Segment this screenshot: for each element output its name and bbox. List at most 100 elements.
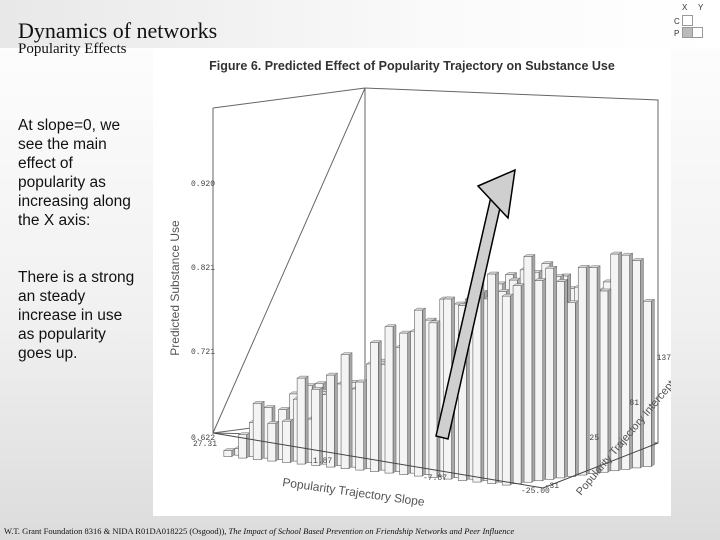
x-tick-label: -25.00 — [521, 487, 550, 496]
bar-top — [577, 265, 590, 268]
bar-top — [599, 288, 612, 292]
bar-top — [486, 271, 500, 275]
bar — [223, 450, 233, 457]
bar-top — [541, 261, 554, 264]
bar — [311, 389, 321, 466]
bar-top — [278, 407, 291, 410]
bar — [512, 285, 522, 484]
bar — [340, 354, 350, 469]
bar-side — [319, 386, 323, 466]
bar-side — [640, 258, 644, 469]
bar — [399, 332, 408, 475]
bar-side — [246, 432, 250, 459]
bar-side — [510, 293, 514, 486]
bar-top — [413, 307, 426, 311]
slide-nav-widget: X Y C P — [674, 3, 714, 39]
bar-top — [314, 381, 327, 384]
bar — [384, 326, 394, 474]
bar — [577, 267, 587, 476]
bar-top — [544, 266, 558, 269]
bar — [501, 295, 511, 486]
floor-front-edge — [212, 432, 544, 489]
bar-top — [398, 330, 412, 334]
footer-citation-plain: W.T. Grant Foundation 8316 & NIDA R01DA0… — [4, 526, 229, 536]
figure-panel: Figure 6. Predicted Effect of Popularity… — [153, 48, 677, 516]
bar-top — [610, 251, 623, 255]
z-tick-label: 0.821 — [191, 264, 215, 273]
chart-bars — [223, 251, 656, 486]
nav-box-bottom-right[interactable] — [692, 27, 703, 38]
bar-top — [504, 272, 518, 275]
page-subtitle: Popularity Effects — [18, 41, 127, 57]
bar-side — [304, 375, 309, 465]
bar-top — [355, 379, 368, 383]
footer-citation-italic: The Impact of School Based Prevention on… — [228, 526, 515, 536]
bar-top — [534, 278, 547, 281]
bar-top — [523, 254, 536, 257]
nav-box-top[interactable] — [682, 15, 693, 26]
bar-top — [642, 299, 656, 302]
z-tick-label: 0.721 — [191, 348, 215, 357]
bar-top — [588, 265, 601, 268]
bar — [414, 309, 423, 477]
x-tick-label: -7.87 — [423, 474, 447, 483]
bar-side — [495, 271, 499, 484]
bar — [370, 342, 379, 472]
bar-top — [566, 300, 580, 303]
bar-top — [252, 401, 265, 404]
nav-y-label: Y — [698, 3, 704, 12]
bar-side — [564, 279, 568, 479]
bar-side — [520, 283, 525, 485]
nav-c-label: C — [674, 17, 680, 26]
bar-side — [392, 324, 397, 474]
bar-side — [378, 340, 382, 472]
page-title: Dynamics of networks — [18, 18, 218, 43]
bar-top — [369, 340, 383, 343]
bar — [534, 280, 544, 482]
bar — [252, 403, 262, 460]
x-tick-label: 27.31 — [193, 440, 217, 449]
nav-x-label: X — [682, 3, 688, 12]
floor-right-edge — [542, 442, 659, 489]
z-axis-label: Predicted Substance Use — [168, 220, 182, 356]
header-bar — [0, 0, 720, 48]
bar-side — [542, 278, 546, 482]
bar-side — [407, 330, 411, 475]
bar — [282, 420, 291, 463]
bar-top — [223, 448, 236, 451]
bar-top — [263, 405, 276, 408]
bar — [643, 301, 652, 467]
bar-top — [442, 296, 456, 300]
bar-side — [553, 265, 557, 480]
x-tick-label: 1.87 — [313, 457, 332, 466]
bar — [296, 377, 306, 465]
bar — [556, 281, 565, 479]
body-paragraph-2: There is a strong an steady increase in … — [18, 269, 135, 362]
bar-top — [512, 283, 525, 286]
bar-top — [631, 258, 645, 261]
bar-top — [237, 432, 251, 435]
bar-side — [651, 298, 655, 467]
bar-top — [296, 375, 309, 379]
bar-side — [422, 307, 426, 477]
bar — [545, 267, 554, 480]
footer-citation: W.T. Grant Foundation 8316 & NIDA R01DA0… — [4, 526, 514, 536]
bar-side — [275, 420, 280, 462]
arrow-head-icon — [476, 168, 516, 220]
bar-side — [363, 379, 367, 471]
figure-3d-bar-chart: Figure 6. Predicted Effect of Popularity… — [168, 59, 677, 509]
bar — [428, 322, 438, 478]
bar-top — [281, 418, 295, 422]
bar-top — [555, 279, 569, 282]
nav-p-label: P — [674, 29, 680, 38]
bar-side — [586, 264, 590, 476]
depth-tick-label: 25 — [589, 434, 599, 443]
bar-top — [340, 352, 353, 355]
x-axis-label: Popularity Trajectory Slope — [282, 475, 426, 509]
bar-top — [620, 253, 634, 256]
bar-side — [290, 418, 294, 463]
z-tick-label: 0.622 — [191, 434, 215, 443]
bar-top — [501, 293, 514, 297]
bar-top — [424, 317, 437, 321]
